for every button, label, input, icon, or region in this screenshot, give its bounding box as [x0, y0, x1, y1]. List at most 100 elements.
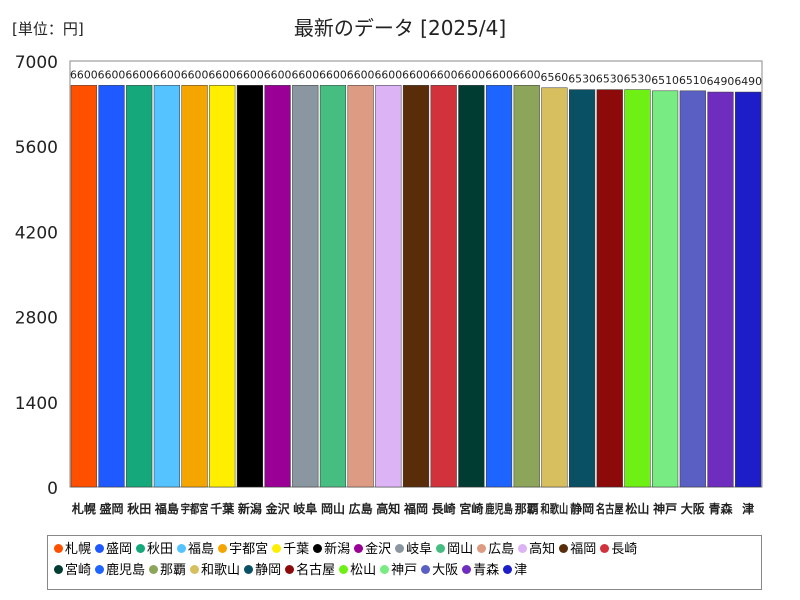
- data-label: 6560: [541, 71, 569, 84]
- legend-label: 鹿児島: [106, 563, 146, 578]
- x-tick-label: 青森: [708, 501, 733, 516]
- bar: [596, 89, 623, 488]
- legend-item: 鹿児島: [95, 560, 145, 581]
- legend-item: 岡山: [436, 539, 473, 560]
- legend-label: 岐阜: [406, 542, 433, 557]
- legend-item: 大阪: [421, 560, 458, 581]
- legend-swatch-icon: [559, 544, 569, 553]
- legend-item: 新潟: [313, 539, 350, 560]
- legend-label: 福島: [188, 542, 215, 557]
- x-tick-label: 高知: [376, 501, 400, 516]
- legend-item: 青森: [462, 560, 499, 581]
- legend-label: 秋田: [147, 542, 174, 557]
- data-label: 6510: [651, 74, 679, 87]
- legend-swatch-icon: [477, 544, 487, 553]
- x-tick-label: 松山: [625, 501, 649, 516]
- legend-item: 福島: [177, 539, 214, 560]
- bar: [735, 91, 762, 488]
- legend-swatch-icon: [518, 544, 528, 553]
- unit-label: [単位：円]: [12, 20, 84, 38]
- bar: [181, 85, 208, 488]
- bar: [458, 85, 485, 488]
- data-label: 6600: [347, 68, 375, 81]
- bar: [236, 85, 264, 488]
- legend-row: 札幌 盛岡 秋田 福島 宇都宮 千葉 新潟 金沢 岐阜 岡山 広島 高知 福岡 長崎: [54, 539, 755, 560]
- data-label: 6600: [125, 68, 153, 81]
- data-label: 6600: [374, 68, 402, 81]
- legend-item: 那覇: [149, 560, 186, 581]
- legend-label: 広島: [488, 542, 515, 557]
- bar: [292, 85, 319, 488]
- bar: [541, 87, 568, 488]
- legend-label: 高知: [529, 542, 556, 557]
- data-label: 6600: [485, 68, 513, 81]
- legend-item: 札幌: [54, 539, 91, 560]
- bar: [264, 85, 291, 488]
- legend-swatch-icon: [190, 565, 200, 574]
- x-tick-label: 長崎: [432, 501, 456, 516]
- legend-swatch-icon: [95, 544, 105, 553]
- data-label: 6600: [153, 68, 181, 81]
- x-tick-label: 和歌山: [540, 501, 568, 516]
- legend-item: 秋田: [136, 539, 173, 560]
- bar: [652, 90, 679, 488]
- legend: 札幌 盛岡 秋田 福島 宇都宮 千葉 新潟 金沢 岐阜 岡山 広島 高知 福岡 長崎 宮崎 鹿児島 那覇 和歌山…: [47, 535, 762, 590]
- legend-item: 広島: [477, 539, 514, 560]
- bar: [402, 85, 430, 488]
- legend-swatch-icon: [272, 544, 282, 553]
- x-tick-label: 大阪: [681, 501, 706, 516]
- legend-label: 松山: [350, 563, 377, 578]
- data-label: 6510: [679, 74, 707, 87]
- legend-swatch-icon: [313, 544, 323, 553]
- legend-label: 那覇: [160, 563, 187, 578]
- legend-label: 静岡: [255, 563, 282, 578]
- x-tick-label: 広島: [349, 501, 373, 516]
- data-label: 6600: [458, 68, 486, 81]
- x-tick-label: 静岡: [570, 501, 594, 516]
- bar: [126, 85, 153, 488]
- legend-item: 静岡: [244, 560, 281, 581]
- legend-swatch-icon: [95, 565, 105, 574]
- legend-label: 福岡: [570, 542, 597, 557]
- bar: [485, 85, 513, 488]
- legend-item: 岐阜: [395, 539, 432, 560]
- bar: [98, 85, 125, 488]
- data-label: 6600: [181, 68, 209, 81]
- legend-label: 大阪: [432, 563, 459, 578]
- legend-item: 高知: [518, 539, 555, 560]
- data-label: 6600: [402, 68, 430, 81]
- legend-label: 盛岡: [106, 542, 133, 557]
- legend-item: 神戸: [380, 560, 417, 581]
- legend-item: 盛岡: [95, 539, 132, 560]
- y-tick-label: 2800: [15, 309, 58, 329]
- x-tick-label: 福島: [154, 501, 179, 516]
- legend-label: 長崎: [611, 542, 638, 557]
- data-label: 6490: [734, 75, 762, 88]
- legend-swatch-icon: [218, 544, 228, 553]
- legend-item: 和歌山: [190, 560, 240, 581]
- data-label: 6600: [70, 68, 98, 81]
- x-tick-label: 盛岡: [100, 501, 124, 516]
- x-tick-label: 津: [742, 501, 754, 516]
- x-tick-label: 札幌: [71, 501, 96, 516]
- legend-item: 福岡: [559, 539, 596, 560]
- data-label: 6490: [707, 75, 735, 88]
- legend-swatch-icon: [354, 544, 364, 553]
- bar: [568, 89, 596, 488]
- y-tick-label: 1400: [15, 394, 58, 414]
- legend-row: 宮崎 鹿児島 那覇 和歌山 静岡 名古屋 松山 神戸 大阪 青森津: [54, 560, 755, 581]
- legend-item: 松山: [339, 560, 376, 581]
- data-label: 6600: [319, 68, 347, 81]
- data-label: 6600: [430, 68, 458, 81]
- legend-label: 千葉: [283, 542, 310, 557]
- x-tick-label: 福岡: [403, 501, 428, 516]
- legend-swatch-icon: [380, 565, 390, 574]
- x-tick-label: 金沢: [265, 501, 291, 516]
- bar: [679, 90, 706, 488]
- legend-swatch-icon: [462, 565, 472, 574]
- data-label: 6600: [291, 68, 319, 81]
- data-label: 6530: [596, 73, 624, 86]
- x-tick-label: 名古屋: [596, 501, 624, 516]
- legend-swatch-icon: [54, 565, 63, 574]
